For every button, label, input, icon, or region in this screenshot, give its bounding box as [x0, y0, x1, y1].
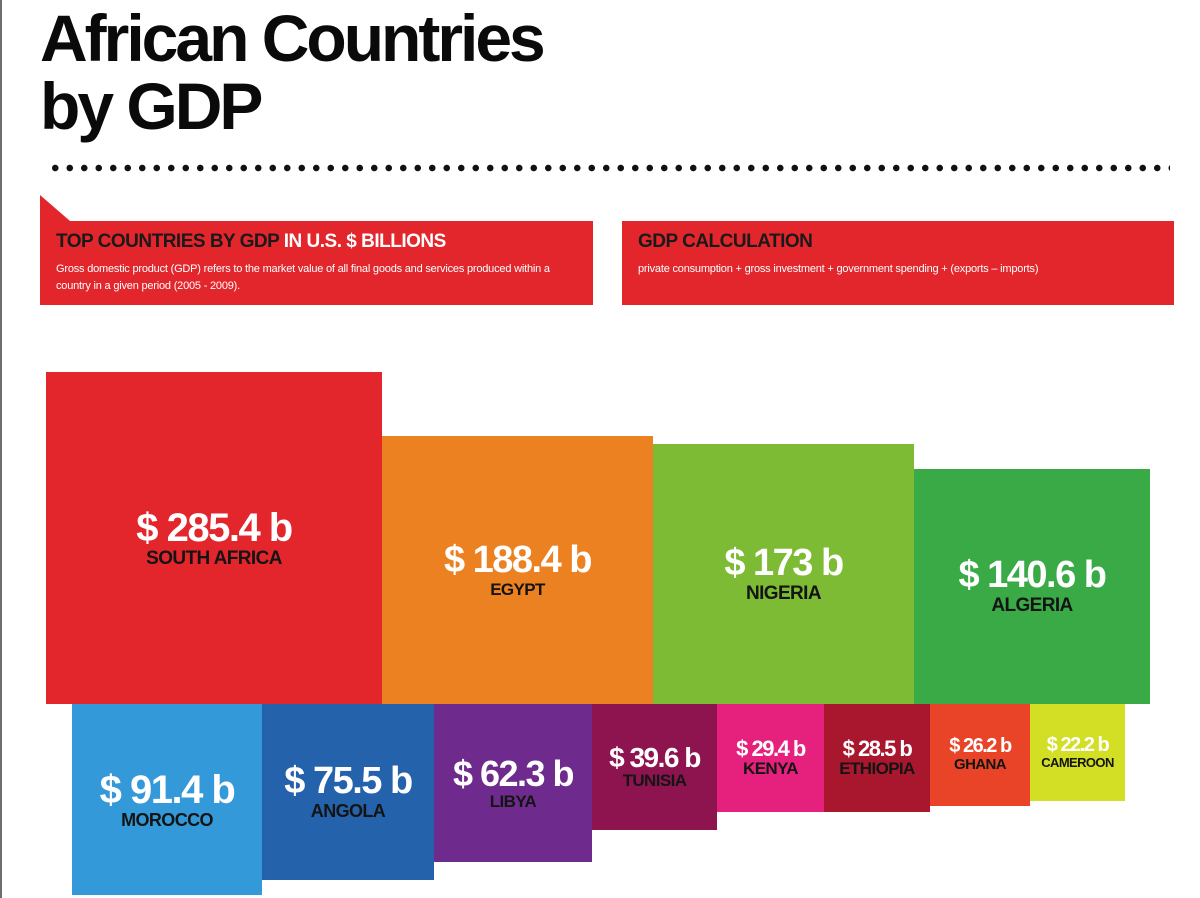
- tile-value-kenya: $ 29.4 b: [736, 736, 806, 762]
- tile-country-south-africa: SOUTH AFRICA: [146, 547, 282, 569]
- tile-country-morocco: MOROCCO: [121, 809, 213, 830]
- gdp-calculation-panel: GDP CALCULATION private consumption + gr…: [622, 221, 1174, 305]
- calculation-heading-text: GDP CALCULATION: [638, 231, 813, 252]
- tile-algeria: $ 140.6 b ALGERIA: [914, 469, 1150, 704]
- page-edge: [0, 0, 2, 898]
- gdp-definition-heading: TOP COUNTRIES BY GDP IN U.S. $ BILLIONS: [56, 231, 446, 253]
- gdp-definition-panel: TOP COUNTRIES BY GDP IN U.S. $ BILLIONS …: [40, 221, 593, 305]
- gdp-calculation-heading: GDP CALCULATION: [638, 231, 813, 253]
- tile-value-egypt: $ 188.4 b: [443, 538, 593, 581]
- dotted-divider: [48, 164, 1170, 172]
- tile-country-ghana: GHANA: [954, 756, 1007, 774]
- tile-country-ethiopia: ETHIOPIA: [839, 759, 915, 779]
- gdp-calculation-formula: private consumption + gross investment +…: [638, 263, 1039, 275]
- tile-value-ghana: $ 26.2 b: [949, 735, 1012, 758]
- tile-value-morocco: $ 91.4 b: [99, 767, 236, 812]
- tile-value-angola: $ 75.5 b: [284, 760, 413, 803]
- tile-country-kenya: KENYA: [743, 759, 799, 779]
- tile-country-nigeria: NIGERIA: [746, 582, 822, 604]
- tile-country-tunisia: TUNISIA: [622, 771, 687, 791]
- tile-value-cameroon: $ 22.2 b: [1046, 733, 1110, 756]
- tile-kenya: $ 29.4 b KENYA: [717, 704, 824, 812]
- tile-country-angola: ANGOLA: [310, 801, 386, 822]
- tile-ghana: $ 26.2 b GHANA: [930, 704, 1030, 806]
- tile-egypt: $ 188.4 b EGYPT: [382, 436, 653, 704]
- heading-dark-part: TOP COUNTRIES BY GDP: [56, 231, 279, 252]
- tile-country-egypt: EGYPT: [490, 579, 545, 599]
- title-line-1: African Countries: [40, 1, 546, 75]
- tile-value-libya: $ 62.3 b: [452, 752, 575, 794]
- tile-south-africa: $ 285.4 b SOUTH AFRICA: [46, 372, 382, 704]
- tile-nigeria: $ 173 b NIGERIA: [653, 444, 914, 704]
- tile-country-algeria: ALGERIA: [991, 595, 1073, 616]
- tile-morocco: $ 91.4 b MOROCCO: [72, 704, 262, 895]
- tile-value-nigeria: $ 173 b: [724, 541, 844, 584]
- tile-value-tunisia: $ 39.6 b: [609, 741, 701, 773]
- tile-angola: $ 75.5 b ANGOLA: [262, 704, 434, 880]
- tile-tunisia: $ 39.6 b TUNISIA: [592, 704, 717, 830]
- panel-flag-tab: [40, 195, 70, 221]
- tile-value-algeria: $ 140.6 b: [958, 554, 1107, 597]
- gdp-definition-text: Gross domestic product (GDP) refers to t…: [56, 263, 550, 292]
- tile-country-libya: LIBYA: [489, 791, 537, 811]
- tile-country-cameroon: CAMEROON: [1041, 754, 1114, 770]
- tile-ethiopia: $ 28.5 b ETHIOPIA: [824, 704, 930, 812]
- tile-libya: $ 62.3 b LIBYA: [434, 704, 592, 862]
- chart-title: African Countries by GDP: [40, 4, 740, 140]
- tile-value-ethiopia: $ 28.5 b: [842, 736, 913, 762]
- title-line-2: by GDP: [40, 69, 263, 143]
- tile-value-south-africa: $ 285.4 b: [136, 505, 293, 550]
- heading-white-part: IN U.S. $ BILLIONS: [283, 231, 447, 252]
- tile-cameroon: $ 22.2 b CAMEROON: [1030, 704, 1125, 801]
